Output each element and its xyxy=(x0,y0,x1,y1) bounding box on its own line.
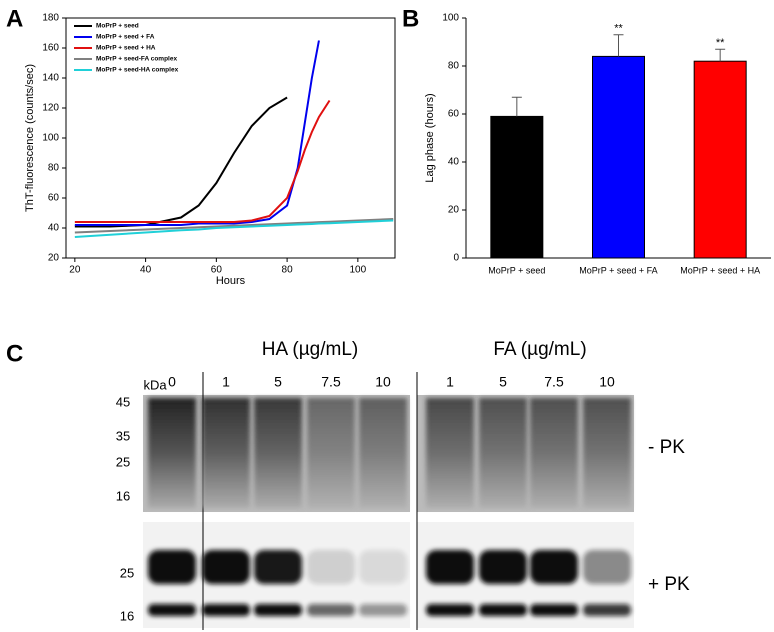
blot-smear xyxy=(583,398,631,508)
marker-label: 16 xyxy=(120,608,134,623)
blot-band xyxy=(426,604,474,616)
y-tick-label: 140 xyxy=(42,73,59,84)
blot-smear xyxy=(148,398,196,508)
x-axis-label: Hours xyxy=(216,275,246,287)
x-tick-label: MoPrP + seed + HA xyxy=(680,265,760,275)
series-line xyxy=(74,40,320,226)
lane-label: 1 xyxy=(446,374,454,390)
panel-label: A xyxy=(6,5,23,32)
bar xyxy=(693,60,747,259)
error-bar xyxy=(715,48,726,62)
panel-label: C xyxy=(6,340,23,367)
lane-label: 1 xyxy=(222,374,230,390)
significance: ** xyxy=(614,23,623,35)
y-axis-label: ThT-fluorescence (counts/sec) xyxy=(24,64,36,212)
series-line xyxy=(74,99,331,223)
blot-smear xyxy=(202,398,250,508)
blot-band xyxy=(202,604,250,616)
y-tick-label: 180 xyxy=(42,13,59,24)
marker-label: 25 xyxy=(116,454,130,469)
error-bar xyxy=(511,96,522,117)
y-tick-label: 120 xyxy=(42,103,59,114)
blot-band xyxy=(254,550,302,584)
x-tick-label: 20 xyxy=(69,265,81,276)
blot-band xyxy=(359,550,407,584)
y-tick-label: 60 xyxy=(448,109,460,120)
error-bar xyxy=(613,34,624,57)
blot-band xyxy=(148,604,196,616)
blot-smear xyxy=(359,398,407,508)
x-tick-label: 80 xyxy=(282,265,294,276)
significance: ** xyxy=(716,37,725,49)
blot-band xyxy=(583,550,631,584)
lane-label: 0 xyxy=(168,374,176,390)
blot-band xyxy=(254,604,302,616)
blot-band xyxy=(479,550,527,584)
blot-band xyxy=(307,604,355,616)
lane-label: 7.5 xyxy=(321,374,341,390)
x-tick-label: 60 xyxy=(211,265,223,276)
y-tick-label: 20 xyxy=(48,253,60,264)
blot-smear xyxy=(426,398,474,508)
blot-band xyxy=(479,604,527,616)
panel-label: B xyxy=(402,5,419,32)
y-tick-label: 80 xyxy=(448,61,460,72)
group-label: HA (µg/mL) xyxy=(262,339,358,360)
x-tick-label: MoPrP + seed + FA xyxy=(579,265,657,275)
legend-label: MoPrP + seed xyxy=(96,23,139,30)
lane-label: 10 xyxy=(375,374,391,390)
y-tick-label: 40 xyxy=(448,157,460,168)
lane-label: 10 xyxy=(599,374,615,390)
group-label: FA (µg/mL) xyxy=(493,339,586,360)
series-line xyxy=(74,96,288,228)
blot-band xyxy=(148,550,196,584)
condition-label: + PK xyxy=(648,574,690,595)
blot-smear xyxy=(254,398,302,508)
blot-gap xyxy=(410,390,417,630)
blot-band xyxy=(307,550,355,584)
bar xyxy=(490,115,544,259)
blot-smear xyxy=(530,398,578,508)
legend-label: MoPrP + seed + HA xyxy=(96,45,156,52)
y-axis-label: Lag phase (hours) xyxy=(424,93,436,182)
y-tick-label: 40 xyxy=(48,223,60,234)
series-line xyxy=(74,219,394,238)
y-tick-label: 0 xyxy=(453,253,459,264)
blot-band xyxy=(359,604,407,616)
unit-label: kDa xyxy=(143,377,167,392)
y-tick-label: 20 xyxy=(448,205,460,216)
blot-smear xyxy=(307,398,355,508)
lane-label: 5 xyxy=(274,374,282,390)
y-tick-label: 100 xyxy=(442,13,459,24)
y-tick-label: 160 xyxy=(42,43,59,54)
y-tick-label: 80 xyxy=(48,163,60,174)
legend-label: MoPrP + seed-HA complex xyxy=(96,67,179,74)
lane-label: 5 xyxy=(499,374,507,390)
y-tick-label: 60 xyxy=(48,193,60,204)
blot-band xyxy=(530,604,578,616)
x-tick-label: MoPrP + seed xyxy=(488,265,545,275)
blot-band xyxy=(426,550,474,584)
marker-label: 25 xyxy=(120,565,134,580)
blot-smear xyxy=(479,398,527,508)
condition-label: - PK xyxy=(648,437,685,458)
marker-label: 16 xyxy=(116,488,130,503)
lane-label: 7.5 xyxy=(544,374,564,390)
marker-label: 35 xyxy=(116,428,130,443)
y-tick-label: 100 xyxy=(42,133,59,144)
x-tick-label: 100 xyxy=(350,265,367,276)
western-blot: HA (µg/mL) FA (µg/mL) kDa 0 1 5 7.5 10 1 5 7.5 10 45… xyxy=(116,339,690,630)
blot-band xyxy=(202,550,250,584)
blot-band xyxy=(583,604,631,616)
marker-label: 45 xyxy=(116,394,130,409)
bar xyxy=(592,55,645,259)
blot-band xyxy=(530,550,578,584)
series-line xyxy=(74,218,394,234)
legend-label: MoPrP + seed + FA xyxy=(96,34,155,41)
legend-label: MoPrP + seed-FA complex xyxy=(96,56,177,63)
x-tick-label: 40 xyxy=(140,265,152,276)
